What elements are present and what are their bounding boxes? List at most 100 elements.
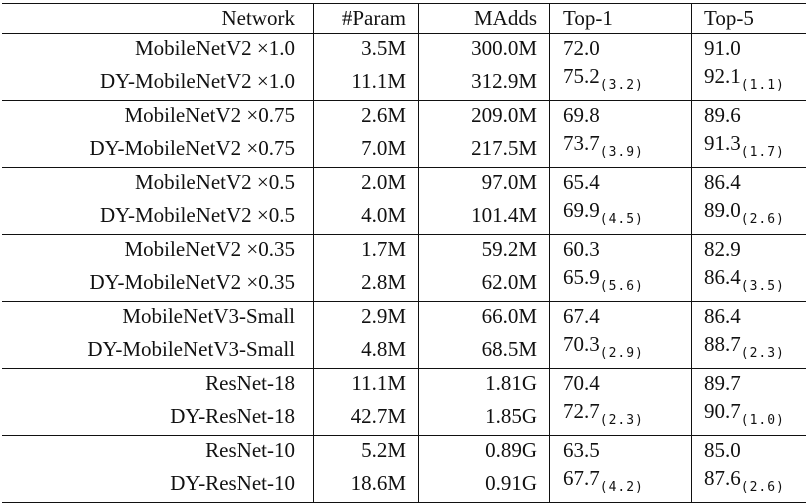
cell-top5: 87.6(2.6) (691, 464, 806, 503)
table-group: ResNet-10 5.2M 0.89G 63.5 85.0 DY-ResNet-10 18… (2, 435, 806, 503)
cell-top5-value: 89.7 (704, 371, 741, 395)
cell-top1-gain: (4.2) (599, 480, 644, 495)
cell-top1: 70.3(2.9) (549, 330, 692, 369)
cell-top1: 72.0 (549, 33, 692, 62)
table-row: MobileNetV2 ×0.5 2.0M 97.0M 65.4 86.4 (2, 167, 806, 196)
header-top1: Top-1 (549, 3, 692, 34)
cell-network: MobileNetV2 ×0.5 (2, 167, 314, 196)
cell-network: MobileNetV3-Small (2, 301, 314, 330)
cell-top1-value: 70.3 (563, 332, 600, 356)
table-group: ResNet-18 11.1M 1.81G 70.4 89.7 DY-ResNet-18 4… (2, 368, 807, 436)
table-row: MobileNetV2 ×1.0 3.5M 300.0M 72.0 91.0 (2, 33, 806, 62)
cell-top5-value: 89.6 (704, 103, 741, 127)
cell-top5: 86.4 (691, 301, 806, 330)
cell-madds: 62.0M (418, 263, 550, 302)
cell-top5-value: 91.3 (704, 131, 741, 155)
results-table: Network #Param MAdds Top-1 Top-5 MobileN… (2, 3, 806, 503)
table-group: MobileNetV3-Small 2.9M 66.0M 67.4 86.4 DY-Mob… (2, 301, 807, 369)
cell-top1: 65.4 (549, 167, 692, 196)
cell-top5-value: 90.7 (704, 399, 741, 423)
cell-top1-gain: (4.5) (599, 212, 644, 227)
cell-top5: 91.3(1.7) (692, 129, 807, 168)
cell-param: 2.0M (313, 167, 419, 196)
cell-top1-gain: (3.9) (599, 145, 644, 160)
table-row: DY-ResNet-10 18.6M 0.91G 67.7(4.2) 87.6(2.6) (2, 464, 806, 503)
cell-top1-value: 65.4 (563, 170, 600, 194)
cell-param: 11.1M (313, 62, 419, 101)
cell-top5-value: 92.1 (704, 64, 741, 88)
cell-top1-value: 60.3 (563, 237, 600, 261)
table-row: DY-MobileNetV2 ×0.5 4.0M 101.4M 69.9(4.5) 89… (2, 196, 806, 235)
cell-top1-value: 75.2 (563, 64, 600, 88)
cell-top5-value: 87.6 (704, 466, 741, 490)
cell-top5-value: 86.4 (704, 265, 741, 289)
cell-top1-value: 70.4 (563, 371, 600, 395)
cell-network: MobileNetV2 ×0.35 (2, 234, 314, 263)
cell-network: ResNet-10 (2, 435, 314, 464)
cell-top5-gain: (3.5) (740, 279, 785, 294)
cell-top5: 88.7(2.3) (692, 330, 807, 369)
cell-top1: 69.9(4.5) (549, 196, 692, 235)
cell-madds: 1.81G (418, 368, 550, 397)
table-group: MobileNetV2 ×0.75 2.6M 209.0M 69.8 89.6 DY-Mo… (2, 100, 806, 168)
cell-param: 18.6M (313, 464, 419, 503)
cell-top5: 86.4 (691, 167, 806, 196)
table-group: MobileNetV2 ×0.35 1.7M 59.2M 60.3 82.9 DY-Mob… (2, 234, 806, 302)
cell-param: 7.0M (313, 129, 419, 168)
cell-top1-gain: (3.2) (599, 78, 644, 93)
table-row: DY-MobileNetV2 ×1.0 11.1M 312.9M 75.2(3.2) 9… (2, 62, 806, 101)
cell-top5: 85.0 (691, 435, 806, 464)
cell-param: 11.1M (313, 368, 419, 397)
cell-madds: 0.89G (418, 435, 550, 464)
cell-top5-gain: (2.3) (740, 346, 785, 361)
cell-top5-gain: (2.6) (740, 212, 785, 227)
cell-top1: 60.3 (549, 234, 692, 263)
cell-top5: 89.0(2.6) (692, 196, 807, 235)
cell-param: 2.6M (313, 100, 419, 129)
cell-top1-value: 73.7 (563, 131, 600, 155)
header-row: Network #Param MAdds Top-1 Top-5 (2, 3, 806, 34)
cell-top1-value: 67.4 (563, 304, 600, 328)
table-row: ResNet-18 11.1M 1.81G 70.4 89.7 (2, 368, 806, 397)
cell-top1-gain: (5.6) (599, 279, 644, 294)
cell-top1: 63.5 (549, 435, 692, 464)
header-madds: MAdds (418, 3, 550, 34)
table-row: ResNet-10 5.2M 0.89G 63.5 85.0 (2, 435, 806, 464)
cell-madds: 209.0M (418, 100, 550, 129)
table-header: Network #Param MAdds Top-1 Top-5 (2, 3, 806, 34)
cell-madds: 1.85G (418, 397, 550, 436)
cell-top5-gain: (1.7) (740, 145, 785, 160)
table-row: DY-MobileNetV2 ×0.35 2.8M 62.0M 65.9(5.6) 86… (2, 263, 806, 302)
cell-network: DY-MobileNetV2 ×1.0 (2, 62, 314, 101)
cell-top1: 75.2(3.2) (549, 62, 692, 101)
cell-top5: 89.7 (691, 368, 806, 397)
cell-top1: 69.8 (549, 100, 692, 129)
cell-top1: 73.7(3.9) (549, 129, 692, 168)
cell-param: 2.8M (313, 263, 419, 302)
cell-madds: 217.5M (418, 129, 550, 168)
cell-network: DY-ResNet-18 (2, 397, 314, 436)
cell-param: 1.7M (313, 234, 419, 263)
cell-top5: 89.6 (691, 100, 806, 129)
cell-top1-gain: (2.3) (599, 413, 644, 428)
cell-network: DY-MobileNetV2 ×0.75 (2, 129, 314, 168)
cell-top5: 90.7(1.0) (692, 397, 807, 436)
cell-top1-value: 69.8 (563, 103, 600, 127)
cell-top1-value: 69.9 (563, 198, 600, 222)
cell-top5: 86.4(3.5) (692, 263, 807, 302)
cell-madds: 66.0M (418, 301, 550, 330)
cell-param: 5.2M (313, 435, 419, 464)
cell-top5: 82.9 (691, 234, 806, 263)
cell-top5-gain: (2.6) (740, 480, 785, 495)
cell-madds: 59.2M (418, 234, 550, 263)
table-row: DY-MobileNetV2 ×0.75 7.0M 217.5M 73.7(3.9) 9… (2, 129, 806, 168)
cell-top5-value: 89.0 (704, 198, 741, 222)
header-param: #Param (313, 3, 419, 34)
cell-top1-value: 72.0 (563, 36, 600, 60)
cell-top5: 92.1(1.1) (692, 62, 807, 101)
cell-network: MobileNetV2 ×1.0 (2, 33, 314, 62)
cell-param: 42.7M (313, 397, 419, 436)
cell-madds: 312.9M (418, 62, 550, 101)
cell-top1: 67.4 (549, 301, 692, 330)
table-group: MobileNetV2 ×0.5 2.0M 97.0M 65.4 86.4 DY-Mobi… (2, 167, 806, 235)
